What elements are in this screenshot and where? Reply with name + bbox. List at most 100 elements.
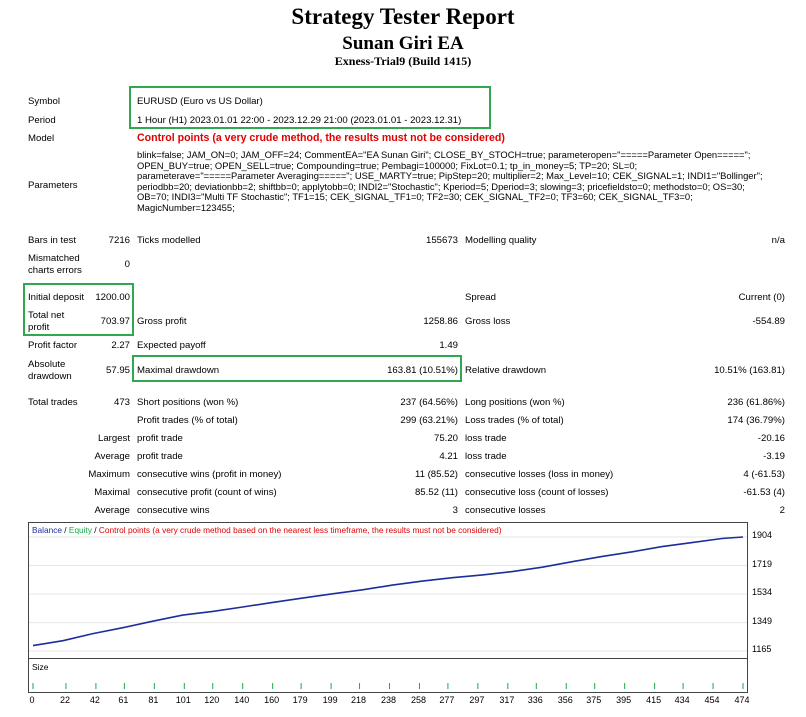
rel-dd-label: Relative drawdown [465,365,547,376]
total-trades-label: Total trades [28,397,78,408]
x-tick-label: 140 [234,695,250,705]
y-tick-label: 1534 [752,587,773,598]
initial-deposit-label: Initial deposit [28,292,84,303]
loss-trades-value: 174 (36.79%) [727,415,785,426]
x-tick-label: 395 [616,695,632,705]
x-tick-label: 434 [674,695,690,705]
rel-dd-value: 10.51% (163.81) [714,365,785,376]
x-tick-label: 277 [439,695,455,705]
x-tick-label: 258 [410,695,426,705]
ea-name: Sunan Giri EA [342,33,464,54]
net-profit-label-line2: profit [28,322,50,333]
legend-separator: / [61,525,69,535]
build-info: Exness-Trial9 (Build 1415) [334,54,472,68]
maximal-cons-loss-value: -61.53 (4) [743,487,785,498]
max-drawdown-highlight-box [132,355,462,382]
largest-profit-label: profit trade [137,433,183,444]
y-tick-label: 1904 [752,530,773,540]
period-label: Period [28,115,56,126]
average-loss-value: -3.19 [763,451,785,462]
y-tick-label: 1165 [752,644,772,654]
mismatched-label-line2: charts errors [28,265,82,276]
x-tick-label: 61 [118,695,129,705]
report-title: Strategy Tester Report [291,4,515,29]
maximal-cons-profit-label: consecutive profit (count of wins) [137,487,277,498]
x-tick-label: 101 [175,695,191,705]
x-tick-label: 0 [29,695,35,705]
size-chart: Size [28,659,748,693]
average-profit-label: profit trade [137,451,183,462]
maximal-cons-profit-value: 85.52 (11) [414,487,458,498]
x-tick-label: 218 [351,695,367,705]
initial-deposit-value: 1200.00 [95,292,130,303]
quality-value: n/a [771,235,785,246]
mismatched-label-line1: Mismatched [28,253,80,264]
avg-cons-losses-value: 2 [779,505,785,516]
max-dd-value: 163.81 (10.51%) [387,365,458,376]
x-tick-label: 22 [59,695,70,705]
avg-cons-losses-label: consecutive losses [465,505,546,516]
bars-label: Bars in test [28,235,76,246]
largest-label: Largest [98,433,130,444]
expected-payoff-value: 1.49 [439,340,458,351]
loss-trades-label: Loss trades (% of total) [465,415,564,426]
spread-value: Current (0) [738,292,785,303]
avg-cons-wins-label: consecutive wins [137,505,210,516]
abs-dd-label-line2: drawdown [28,371,72,382]
gross-profit-value: 1258.86 [423,316,458,327]
x-tick-label: 81 [148,695,159,705]
gross-loss-label: Gross loss [465,316,511,327]
chart-legend: Balance / Equity / Control points (a ver… [32,525,502,535]
profit-factor-value: 2.27 [111,340,130,351]
gross-profit-label: Gross profit [137,316,187,327]
maximal-cons-loss-label: consecutive loss (count of losses) [465,487,609,498]
total-trades-value: 473 [113,397,130,408]
bars-value: 7216 [108,235,130,246]
symbol-period-highlight-box [129,86,491,129]
short-positions-value: 237 (64.56%) [400,397,458,408]
average-loss-label: loss trade [465,451,507,462]
x-tick-label: 297 [469,695,485,705]
deposit-profit-highlight-box [23,283,134,336]
max-cons-wins-value: 11 (85.52) [414,469,458,480]
balance-chart-plot [29,536,747,652]
symbol-value: EURUSD (Euro vs US Dollar) [137,96,263,107]
model-value: Control points (a very crude method, the… [137,132,505,144]
avg-cons-wins-value: 3 [452,505,458,516]
parameters-label: Parameters [28,180,78,191]
size-plot [32,683,744,689]
maximum-label: Maximum [88,469,130,480]
x-tick-label: 474 [734,695,750,705]
parameters-value: blink=false; JAM_ON=0; JAM_OFF=24; Comme… [137,149,763,213]
net-profit-label-line1: Total net [28,310,65,321]
long-positions-label: Long positions (won %) [465,397,565,408]
legend-balance: Balance [32,525,62,535]
abs-dd-value: 57.95 [105,365,130,376]
balance-series-line [32,536,744,647]
largest-profit-value: 75.20 [433,433,458,444]
average-profit-value: 4.21 [439,451,458,462]
quality-label: Modelling quality [465,235,537,246]
maximal-label: Maximal [94,487,130,498]
x-tick-label: 238 [380,695,396,705]
legend-equity: Equity [68,525,92,535]
balance-chart [28,522,748,659]
size-label: Size [32,662,49,672]
profit-factor-label: Profit factor [28,340,78,351]
x-tick-label: 120 [204,695,220,705]
x-tick-label: 317 [499,695,515,705]
average-cons-label: Average [94,505,130,516]
x-tick-label: 415 [646,695,662,705]
max-cons-losses-value: 4 (-61.53) [743,469,785,480]
ticks-value: 155673 [425,235,458,246]
x-tick-label: 160 [264,695,280,705]
max-dd-label: Maximal drawdown [137,365,220,376]
ticks-label: Ticks modelled [137,235,201,246]
y-tick-label: 1349 [752,615,773,626]
largest-loss-label: loss trade [465,433,507,444]
legend-control-points: Control points (a very crude method base… [98,525,502,535]
x-tick-label: 42 [89,695,100,705]
x-tick-label: 199 [322,695,338,705]
symbol-label: Symbol [28,96,60,107]
x-tick-label: 179 [292,695,308,705]
